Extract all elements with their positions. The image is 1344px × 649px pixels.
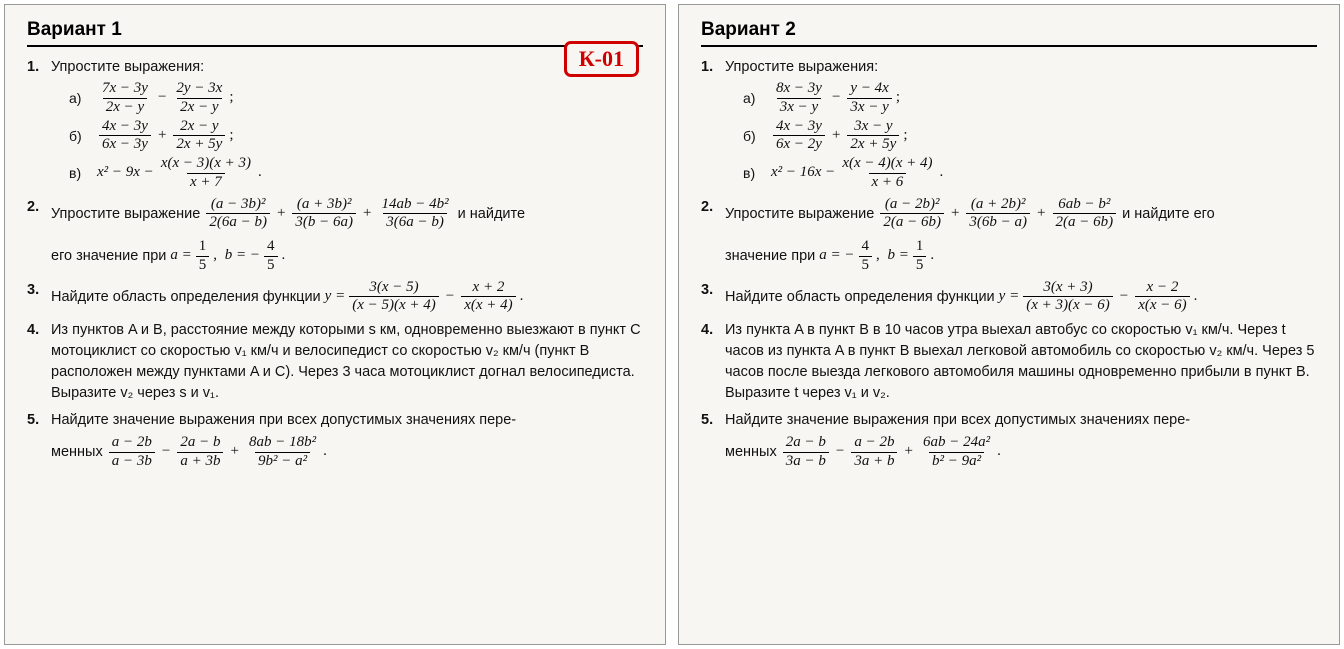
v2-problem-1: Упростите выражения: а) 8x − 3y3x − y − …	[701, 57, 1317, 191]
v1-problem-2: Упростите выражение (a − 3b)²2(6a − b) +…	[27, 197, 643, 274]
v2-p5-line2: менных 2a − b3a − b − a − 2b3a + b + 6ab…	[725, 435, 1317, 470]
sub-label-a: а)	[69, 88, 89, 108]
variant-1-heading: Вариант 1	[27, 19, 643, 47]
v2-p1-b: б) 4x − 3y6x − 2y + 3x − y2x + 5y ;	[743, 119, 1317, 154]
v2-problem-4: Из пункта A в пункт B в 10 часов утра вы…	[701, 320, 1317, 404]
variant-1-problems: Упростите выражения: а) 7x − 3y2x − y − …	[27, 57, 643, 470]
v2-problem-3: Найдите область определения функции y = …	[701, 280, 1317, 315]
v2-p1-a: а) 8x − 3y3x − y − y − 4x3x − y ;	[743, 81, 1317, 116]
v2-problem-2: Упростите выражение (a − 2b)²2(a − 6b) +…	[701, 197, 1317, 274]
v1-p1-b: б) 4x − 3y6x − 3y + 2x − y2x + 5y ;	[69, 119, 643, 154]
v1-p4-text: Из пунктов A и B, расстояние между котор…	[51, 322, 641, 401]
v1-p3-lead: Найдите область определения функции	[51, 289, 321, 305]
v1-p1-a: а) 7x − 3y2x − y − 2y − 3x2x − y ;	[69, 81, 643, 116]
v2-p2-line2: значение при a = − 45 , b = 15 .	[725, 239, 1317, 274]
v2-p1-c: в) x² − 16x − x(x − 4)(x + 4)x + 6 .	[743, 156, 1317, 191]
v1-p5-line2: менных a − 2ba − 3b − 2a − ba + 3b + 8ab…	[51, 435, 643, 470]
v2-p4-text: Из пункта A в пункт B в 10 часов утра вы…	[725, 322, 1314, 401]
v2-p5-lead: Найдите значение выражения при всех допу…	[725, 412, 1190, 428]
variant-2-panel: Вариант 2 Упростите выражения: а) 8x − 3…	[678, 4, 1340, 645]
v1-problem-5: Найдите значение выражения при всех допу…	[27, 410, 643, 470]
v2-p2-tail: и найдите его	[1122, 206, 1215, 222]
variant-1-panel: Вариант 1 К-01 Упростите выражения: а) 7…	[4, 4, 666, 645]
v1-p1-lead: Упростите выражения:	[51, 59, 204, 75]
v2-problem-5: Найдите значение выражения при всех допу…	[701, 410, 1317, 470]
v1-p2-line2: его значение при a = 15 , b = − 45 .	[51, 239, 643, 274]
sub-label-b: б)	[743, 126, 763, 146]
v1-p2-tail: и найдите	[458, 206, 525, 222]
v1-problem-4: Из пунктов A и B, расстояние между котор…	[27, 320, 643, 404]
v1-problem-3: Найдите область определения функции y = …	[27, 280, 643, 315]
sub-label-a: а)	[743, 88, 763, 108]
v1-p1-c: в) x² − 9x − x(x − 3)(x + 3)x + 7 .	[69, 156, 643, 191]
sub-label-v: в)	[743, 163, 763, 183]
v1-p2-lead: Упростите выражение	[51, 206, 200, 222]
v2-p3-lead: Найдите область определения функции	[725, 289, 995, 305]
variant-2-problems: Упростите выражения: а) 8x − 3y3x − y − …	[701, 57, 1317, 470]
sub-label-b: б)	[69, 126, 89, 146]
variant-2-heading: Вариант 2	[701, 19, 1317, 47]
v2-p1-lead: Упростите выражения:	[725, 59, 878, 75]
v1-problem-1: Упростите выражения: а) 7x − 3y2x − y − …	[27, 57, 643, 191]
v2-p2-lead: Упростите выражение	[725, 206, 874, 222]
v1-p5-lead: Найдите значение выражения при всех допу…	[51, 412, 516, 428]
sub-label-v: в)	[69, 163, 89, 183]
